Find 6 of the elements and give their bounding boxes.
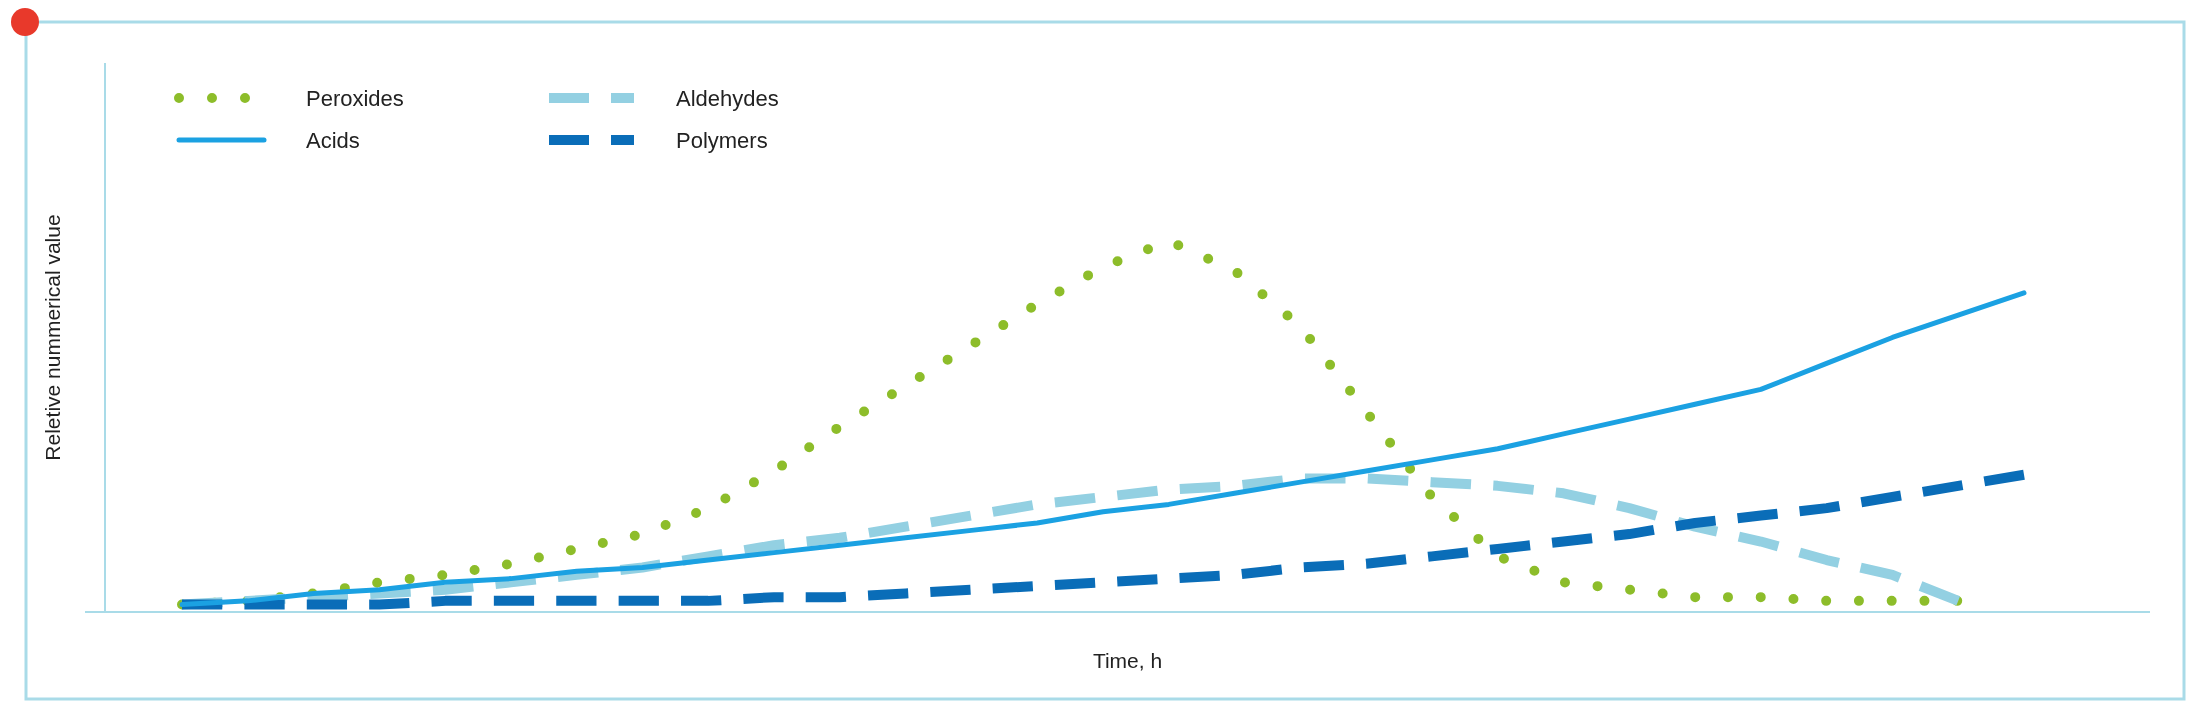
x-axis-title: Time, h bbox=[1092, 649, 1163, 672]
legend-label: Aldehydes bbox=[676, 86, 779, 111]
legend-label: Acids bbox=[306, 128, 360, 153]
legend-label: Polymers bbox=[676, 128, 768, 153]
legend-label: Peroxides bbox=[306, 86, 404, 111]
y-axis-title: Reletive nummerical value bbox=[41, 214, 64, 461]
